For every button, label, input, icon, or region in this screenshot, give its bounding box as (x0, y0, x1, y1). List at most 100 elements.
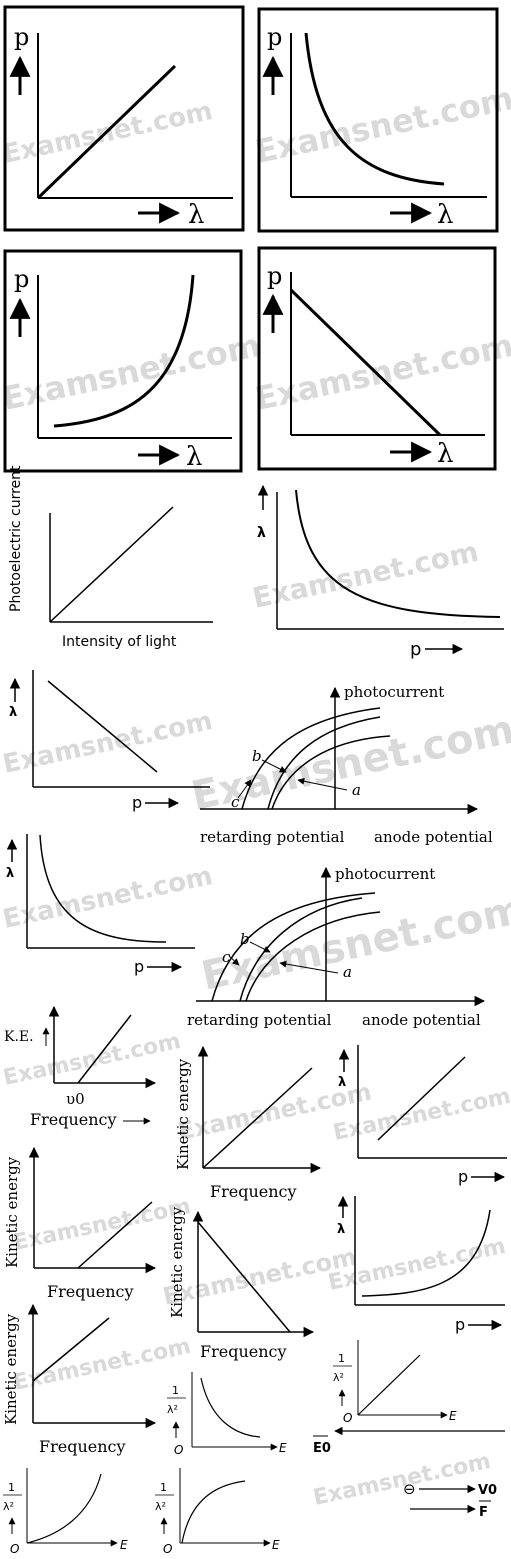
label-a: a (352, 781, 361, 799)
x-label: E (279, 1441, 287, 1455)
curve (181, 1480, 246, 1544)
x-label-left: retarding potential (200, 828, 345, 846)
x-label: p (455, 1315, 465, 1334)
y-label-den: λ² (333, 1371, 344, 1384)
curve (304, 32, 445, 186)
graph-lambda-p-hyperbola-2: λ p (6, 834, 195, 976)
x-label: Frequency (47, 1282, 134, 1301)
x-label: p (458, 1167, 468, 1186)
y-label: p (14, 265, 29, 293)
y-label: p (267, 23, 282, 51)
x-label: E (449, 1409, 457, 1423)
y-label: photocurrent (335, 865, 435, 883)
graph-current-intensity: Photoelectric current Intensity of light (8, 465, 213, 650)
electron: ⊖ (403, 1480, 416, 1498)
x-label: λ (186, 442, 202, 472)
curve (377, 1056, 466, 1141)
threshold-label: υ0 (66, 1090, 85, 1108)
y-label-num: 1 (160, 1481, 167, 1494)
graph-lambda-p-linear-increasing: λ p (338, 1045, 507, 1186)
origin-label: O (343, 1411, 352, 1425)
curve-b (267, 716, 381, 810)
frame (3, 5, 245, 232)
graph-lambda-p-hyperbola-1: λ p (257, 484, 504, 660)
y-label: λ (9, 705, 17, 720)
curve (197, 1221, 291, 1333)
curve (200, 1377, 261, 1438)
curve (361, 1209, 491, 1297)
graph-photocurrent-2: photocurrent retarding potential anode p… (187, 865, 486, 1029)
curve (53, 274, 195, 428)
pointer-a (297, 777, 348, 791)
curve (357, 1354, 421, 1416)
y-label: K.E. (4, 1029, 34, 1045)
y-label: Photoelectric current (8, 465, 24, 612)
y-label: λ (337, 1222, 345, 1237)
field-diagram: E0 ⊖ V0 F (313, 1426, 505, 1520)
curve (295, 489, 501, 618)
x-label-left: retarding potential (187, 1011, 332, 1029)
y-label-num: 1 (338, 1352, 345, 1365)
y-label-num: 1 (8, 1481, 15, 1494)
curve (77, 1201, 153, 1269)
curve (289, 288, 442, 437)
watermark: Examsnet.com (311, 1449, 493, 1511)
y-label: p (14, 23, 29, 51)
y-label-den: λ² (155, 1500, 166, 1513)
curve (39, 834, 167, 943)
x-label: E (120, 1538, 128, 1552)
y-label-num: 1 (172, 1384, 179, 1397)
graph-ke-frequency-origin: Kinetic energy Frequency (174, 1045, 322, 1201)
y-label: Kinetic energy (174, 1058, 192, 1170)
frame (257, 7, 499, 233)
graph-p-lambda-linear: p λ (3, 5, 245, 232)
y-label: p (267, 262, 282, 290)
x-label: p (132, 793, 142, 812)
origin-label: O (10, 1542, 19, 1556)
x-label: p (410, 639, 421, 660)
pointer-c (228, 955, 240, 966)
x-label-right: anode potential (374, 828, 493, 846)
y-label: Kinetic energy (2, 1313, 20, 1425)
y-label: photocurrent (344, 683, 444, 701)
x-label: p (134, 957, 144, 976)
graph-ke-frequency-intercept: Kinetic energy Frequency (2, 1303, 157, 1456)
graph-p-lambda-hyperbola: p λ (257, 7, 499, 233)
y-label: λ (6, 866, 14, 881)
graph-lambda-p-rising: λ p (337, 1195, 505, 1334)
graph-ke-frequency-decreasing: Kinetic energy Frequency (168, 1206, 315, 1361)
pointer-b (249, 941, 271, 953)
curve (202, 1067, 313, 1169)
curve (47, 680, 158, 773)
graph-p-lambda-decreasing: p λ (257, 246, 497, 471)
x-label: Intensity of light (62, 634, 177, 650)
curve (32, 1317, 110, 1382)
y-label-den: λ² (167, 1403, 178, 1416)
field-label: E0 (313, 1441, 331, 1456)
graph-inv-lambda2-E-concave: 1 λ² O E (155, 1468, 280, 1556)
graph-inv-lambda2-E-decreasing: 1 λ² O E (167, 1372, 287, 1457)
x-label: Frequency (39, 1437, 126, 1456)
x-label: λ (437, 439, 453, 469)
x-label: Frequency (30, 1110, 117, 1129)
watermark: Examsnet.com (250, 535, 482, 615)
origin-label: O (163, 1542, 172, 1556)
pointer-b (261, 759, 287, 773)
graph-inv-lambda2-E-convex: 1 λ² O E (3, 1468, 128, 1556)
graph-lambda-p-linear-decreasing: λ p (9, 670, 210, 812)
y-label: Kinetic energy (3, 1156, 21, 1268)
x-label-right: anode potential (362, 1011, 481, 1029)
y-label-den: λ² (3, 1500, 14, 1513)
label-c: c (222, 948, 231, 966)
curve-c (241, 707, 381, 810)
y-label: λ (338, 1075, 346, 1090)
curve-c (211, 892, 376, 1002)
graph-p-lambda-rising: p λ (3, 249, 243, 473)
label-b: b (240, 930, 250, 948)
y-label: Kinetic energy (168, 1206, 186, 1318)
origin-label: O (174, 1443, 183, 1457)
graph-ke-frequency-offset: Kinetic energy Frequency (3, 1146, 157, 1301)
graph-photocurrent-1: photocurrent retarding potential anode p… (200, 683, 493, 846)
force-label: F (479, 1505, 488, 1520)
